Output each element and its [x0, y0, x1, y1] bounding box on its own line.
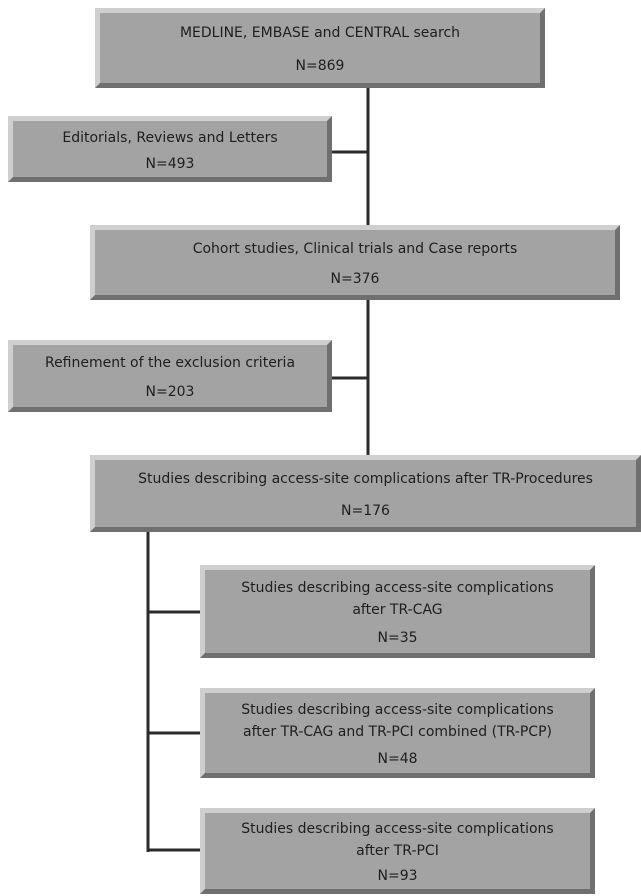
node: Refinement of the exclusion criteria N=2…: [8, 340, 332, 412]
node-count: N=35: [377, 630, 418, 647]
node-label: after TR-CAG and TR-PCI combined (TR-PCP…: [243, 724, 552, 740]
node-label: Studies describing access-site complicat…: [241, 821, 554, 837]
node: Studies describing access-site complicat…: [200, 808, 595, 894]
node-count: N=869: [295, 58, 345, 74]
node: Editorials, Reviews and Letters N=493: [8, 116, 332, 182]
node: Cohort studies, Clinical trials and Case…: [90, 225, 620, 300]
node-count: N=203: [145, 384, 195, 400]
node: MEDLINE, EMBASE and CENTRAL search N=869: [95, 8, 545, 88]
node-label: Editorials, Reviews and Letters: [62, 129, 278, 146]
node-count: N=493: [145, 155, 195, 172]
node-label: Refinement of the exclusion criteria: [44, 355, 296, 371]
node-label: Studies describing access-site complicat…: [241, 702, 554, 718]
node-label: Studies describing access-site complicat…: [138, 471, 593, 488]
node-label: MEDLINE, EMBASE and CENTRAL search: [179, 25, 461, 41]
node-count: N=376: [330, 271, 380, 288]
node-count: N=48: [377, 751, 418, 767]
node: Studies describing access-site complicat…: [200, 565, 595, 658]
node-count: N=93: [377, 868, 418, 884]
node-label: Studies describing access-site complicat…: [241, 579, 554, 596]
node-label: after TR-CAG: [352, 601, 443, 618]
node-count: N=176: [341, 502, 390, 519]
node: Studies describing access-site complicat…: [200, 688, 595, 778]
node-label: after TR-PCI: [356, 843, 439, 859]
node: Studies describing access-site complicat…: [90, 455, 641, 532]
node-label: Cohort studies, Clinical trials and Case…: [192, 240, 518, 257]
